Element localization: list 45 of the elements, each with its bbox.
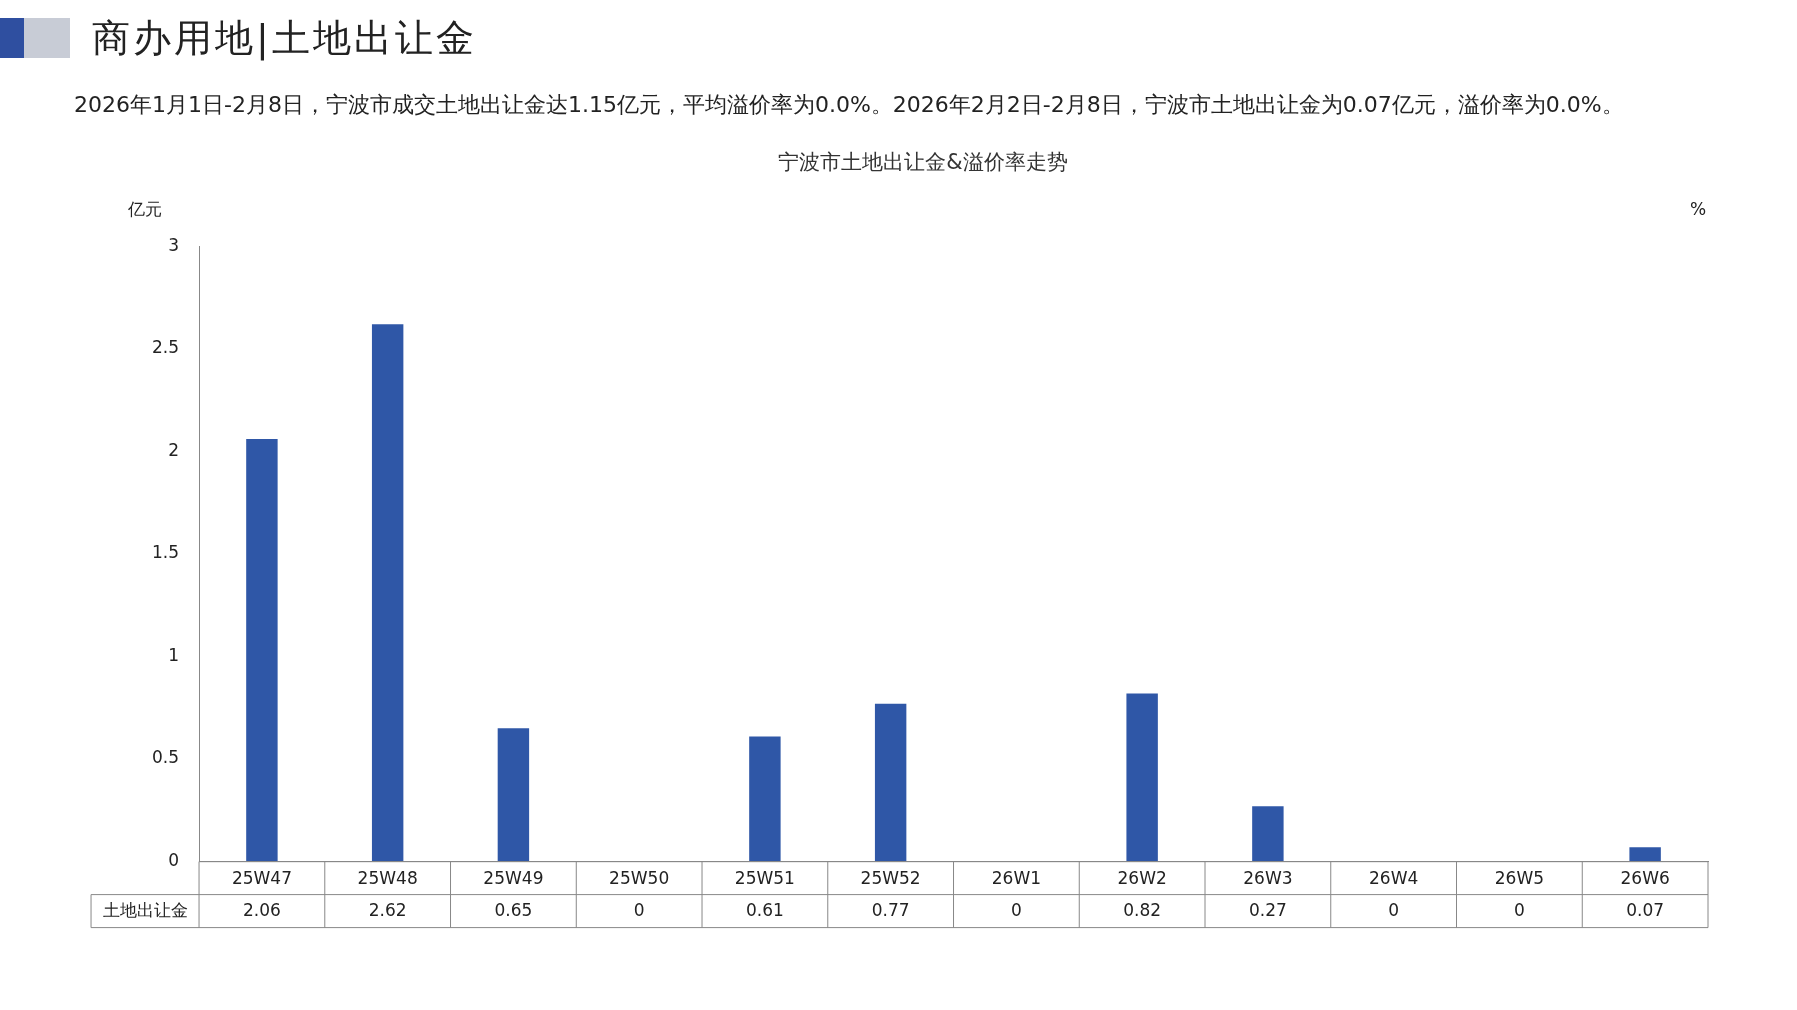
data-label: 0.82 <box>1123 899 1162 920</box>
bar <box>371 324 404 862</box>
data-label: 0 <box>1388 899 1400 920</box>
y-tick-label: 2.5 <box>151 337 180 358</box>
bar <box>749 736 781 862</box>
bar <box>874 703 907 862</box>
bar <box>246 439 278 862</box>
x-tick-label: 26W5 <box>1494 868 1545 889</box>
x-tick-label: 25W47 <box>231 868 292 889</box>
y-tick-label: 1.5 <box>151 542 180 563</box>
data-label: 0.61 <box>745 899 784 920</box>
data-label: 0.77 <box>871 899 910 920</box>
y-axis-title: 亿元 <box>127 198 163 219</box>
x-tick-label: 25W48 <box>357 868 418 889</box>
y-tick-label: 0 <box>168 850 180 871</box>
data-label: 0 <box>1513 899 1525 920</box>
bar <box>1629 847 1661 862</box>
data-label: 0.07 <box>1626 899 1665 920</box>
x-tick-label: 26W1 <box>991 868 1042 889</box>
x-tick-label: 26W3 <box>1243 868 1293 889</box>
text: 商办用地|土地出让金 <box>92 14 477 63</box>
y-tick-label: 1 <box>168 644 180 665</box>
y-tick-label: 3 <box>168 234 180 255</box>
data-label: 0.27 <box>1248 899 1287 920</box>
data-label: 2.62 <box>368 899 407 920</box>
bar <box>1126 693 1158 862</box>
x-tick-label: 26W6 <box>1620 868 1670 889</box>
data-label: 0 <box>633 899 645 920</box>
x-tick-label: 25W51 <box>734 868 795 889</box>
chart-subtitle: 2026年1月1日-2月8日，宁波市成交土地出让金达1.15亿元，平均溢价率为0.0%。2026年2月2日-2月8日，宁波市土地出让金为0.07亿元，溢价率为0.0%。 <box>74 91 1625 119</box>
x-tick-label: 26W4 <box>1369 868 1419 889</box>
y2-axis-title: % <box>1689 198 1707 219</box>
bar <box>497 728 530 862</box>
x-tick-label: 26W2 <box>1117 868 1167 889</box>
x-tick-label: 25W52 <box>860 868 921 889</box>
data-label: 2.06 <box>242 899 281 920</box>
x-tick-label: 25W50 <box>609 868 670 889</box>
y-tick-label: 0.5 <box>151 747 180 768</box>
bar <box>1252 806 1284 862</box>
text: 土地出让金 <box>102 899 188 920</box>
y-tick-label: 2 <box>168 439 180 460</box>
data-label: 0.65 <box>494 899 533 920</box>
x-tick-label: 25W49 <box>483 868 544 889</box>
data-label: 0 <box>1010 899 1022 920</box>
chart-title: 宁波市土地出让金&溢价率走势 <box>778 150 1068 175</box>
